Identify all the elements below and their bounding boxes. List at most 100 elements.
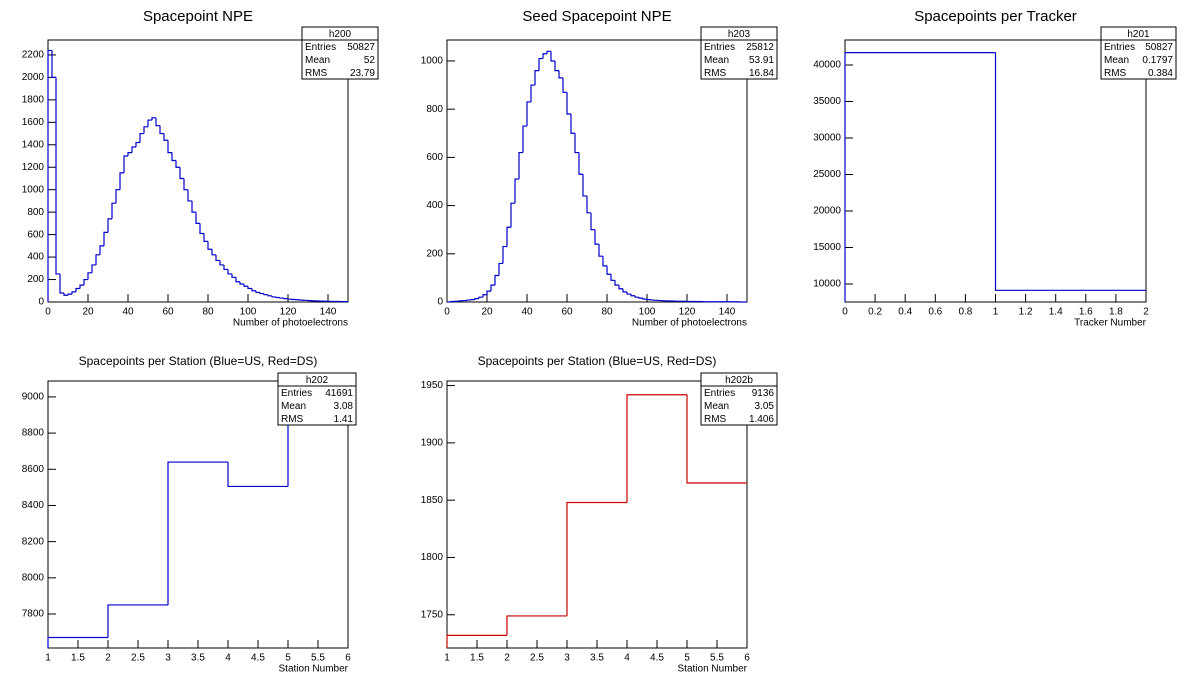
x-tick-label: 2.5: [131, 653, 145, 664]
x-tick-label: 3: [165, 653, 171, 664]
histogram-bin: [562, 77, 567, 93]
x-tick-label: 4.5: [251, 653, 265, 664]
histogram-bin: [263, 293, 268, 296]
stats-box: h201 Entries 50827 Mean 0.1797 RMS 0.384: [1100, 26, 1177, 80]
histogram-bin: [287, 298, 292, 300]
stats-value: 3.08: [334, 401, 354, 412]
histogram-bin: [478, 296, 483, 299]
histogram-bin: [123, 155, 128, 173]
stats-label: Mean: [305, 55, 330, 66]
stats-value: 25812: [746, 42, 774, 53]
stats-value: 50827: [1145, 42, 1173, 53]
stats-value: 1.41: [334, 414, 354, 425]
histogram-bin: [518, 151, 523, 180]
histogram-bin: [494, 274, 499, 286]
y-tick-label: 1950: [421, 380, 444, 391]
x-tick-label: 100: [639, 307, 656, 318]
histogram-bin: [251, 288, 256, 292]
stats-label: Mean: [704, 401, 729, 412]
histogram-bin: [51, 50, 56, 78]
histogram-bin: [143, 126, 148, 134]
histogram-bin: [490, 284, 495, 292]
stats-label: RMS: [1104, 68, 1127, 79]
histogram-bin: [47, 49, 52, 302]
histogram-bin: [115, 189, 120, 204]
histogram-bin: [59, 273, 64, 294]
histogram-bin: [67, 293, 72, 296]
histogram-bin: [227, 462, 288, 488]
histogram-bin: [506, 615, 567, 636]
histogram-bin: [235, 277, 240, 283]
y-tick-label: 2200: [22, 50, 45, 61]
histogram-bin: [271, 295, 276, 298]
x-tick-label: 4: [225, 653, 231, 664]
histogram-bin: [99, 245, 104, 255]
stats-box: h202b Entries 9136 Mean 3.05 RMS 1.406: [700, 372, 778, 426]
x-tick-label: 60: [162, 307, 174, 318]
x-tick-label: 0.6: [928, 307, 942, 318]
y-tick-label: 1750: [421, 609, 444, 620]
x-tick-label: 6: [744, 653, 750, 664]
chart-title: Spacepoints per Tracker: [914, 8, 1077, 25]
x-tick-label: 140: [719, 307, 736, 318]
histogram-bin: [75, 287, 80, 292]
histogram-bin: [538, 57, 543, 71]
x-tick-label: 40: [122, 307, 134, 318]
histogram-bin: [622, 288, 627, 293]
histogram-bin: [446, 634, 507, 648]
chart-title: Spacepoints per Station (Blue=US, Red=DS…: [79, 354, 318, 368]
stats-title: h202b: [725, 375, 753, 386]
y-tick-label: 0: [38, 297, 44, 308]
histogram-bin: [171, 152, 176, 162]
stats-label: Mean: [1104, 55, 1129, 66]
histogram-bin: [554, 60, 559, 72]
stats-value: 0.384: [1148, 68, 1173, 79]
x-tick-label: 6: [345, 653, 351, 664]
histogram-bin: [259, 292, 264, 295]
histogram-bin: [578, 152, 583, 175]
histogram-bin: [167, 461, 228, 605]
histogram-bin: [275, 296, 280, 299]
histogram-bin: [630, 294, 635, 297]
x-tick-label: 5: [684, 653, 690, 664]
x-tick-label: 80: [202, 307, 214, 318]
stats-box: h200 Entries 50827 Mean 52 RMS 23.79: [301, 26, 379, 80]
x-tick-label: 20: [82, 307, 94, 318]
stats-label: RMS: [704, 68, 727, 79]
y-tick-label: 20000: [813, 206, 841, 217]
y-tick-label: 600: [426, 152, 443, 163]
stats-label: Entries: [281, 388, 312, 399]
histogram-bin: [91, 264, 96, 273]
x-tick-label: 5.5: [710, 653, 724, 664]
histogram-bin: [227, 269, 232, 275]
x-tick-label: 20: [481, 307, 493, 318]
histogram-bin: [211, 249, 216, 256]
histogram-bin: [191, 200, 196, 213]
histogram-bin: [187, 189, 192, 202]
stats-label: Entries: [704, 42, 735, 53]
x-tick-label: 4: [624, 653, 630, 664]
histogram-bin: [530, 84, 535, 102]
x-tick-label: 0.8: [958, 307, 972, 318]
histogram-bin: [183, 178, 188, 191]
stats-frame: [700, 372, 778, 426]
histogram-bin: [566, 501, 627, 616]
histogram-bin: [63, 293, 68, 296]
histogram-panel: Spacepoint NPE02004006008001000120014001…: [22, 8, 379, 329]
x-tick-label: 0: [842, 307, 848, 318]
chart-title: Spacepoint NPE: [143, 8, 253, 25]
chart-title: Seed Spacepoint NPE: [522, 8, 671, 25]
histogram-bin: [223, 264, 228, 271]
histogram-bin: [558, 70, 563, 79]
histogram-bin: [203, 233, 208, 242]
histogram-bin: [243, 284, 248, 287]
histogram-bin: [199, 223, 204, 235]
histogram-bin: [994, 52, 1146, 291]
histogram-bin: [506, 226, 511, 247]
histogram-bin: [283, 298, 288, 300]
y-tick-label: 8400: [22, 500, 45, 511]
x-tick-label: 140: [320, 307, 337, 318]
histogram-bin: [167, 140, 172, 154]
stats-label: Mean: [281, 401, 306, 412]
stats-value: 53.91: [749, 55, 774, 66]
